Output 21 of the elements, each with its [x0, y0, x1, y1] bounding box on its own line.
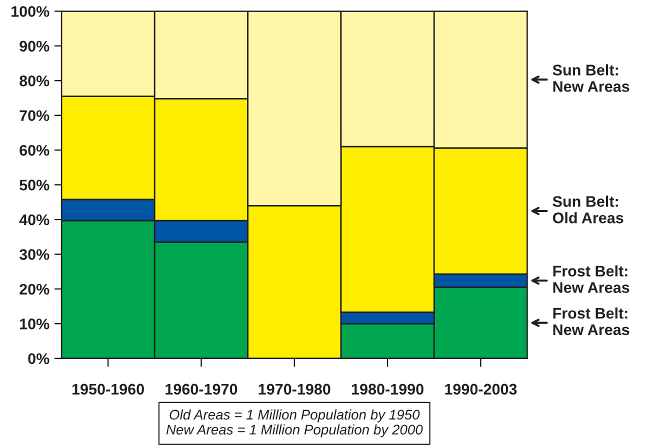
y-tick-label: 30% — [19, 249, 50, 260]
y-tick-label: 10% — [20, 318, 50, 330]
legend-label: Frost Belt: New Areas — [553, 307, 630, 336]
x-tick-label: 1960-1970 — [166, 384, 238, 395]
y-tick-label: 40% — [19, 214, 50, 226]
x-tick-label: 1950-1960 — [72, 384, 144, 395]
legend-label: Sun Belt: Old Areas — [552, 196, 624, 224]
x-tick-label: 1990-2003 — [445, 384, 517, 395]
legend-label: Frost Belt: New Areas — [553, 265, 630, 293]
y-tick-label: 20% — [20, 284, 50, 295]
y-tick-label: 100% — [12, 6, 50, 17]
y-tick-label: 70% — [20, 110, 50, 122]
y-tick-label: 50% — [20, 180, 50, 190]
y-tick-label: 0% — [28, 353, 50, 364]
x-tick-label: 1970-1980 — [258, 384, 330, 395]
text: Old Areas = 1 Million Population by 1950 New Areas = 1 Million Population by 2000 — [166, 409, 423, 438]
x-tick-label: 1980-1990 — [352, 384, 424, 395]
y-tick-label: 80% — [20, 76, 50, 86]
y-tick-label: 60% — [20, 144, 50, 156]
legend-label: Sun Belt: New Areas — [552, 64, 630, 92]
y-tick-label: 90% — [20, 40, 50, 52]
